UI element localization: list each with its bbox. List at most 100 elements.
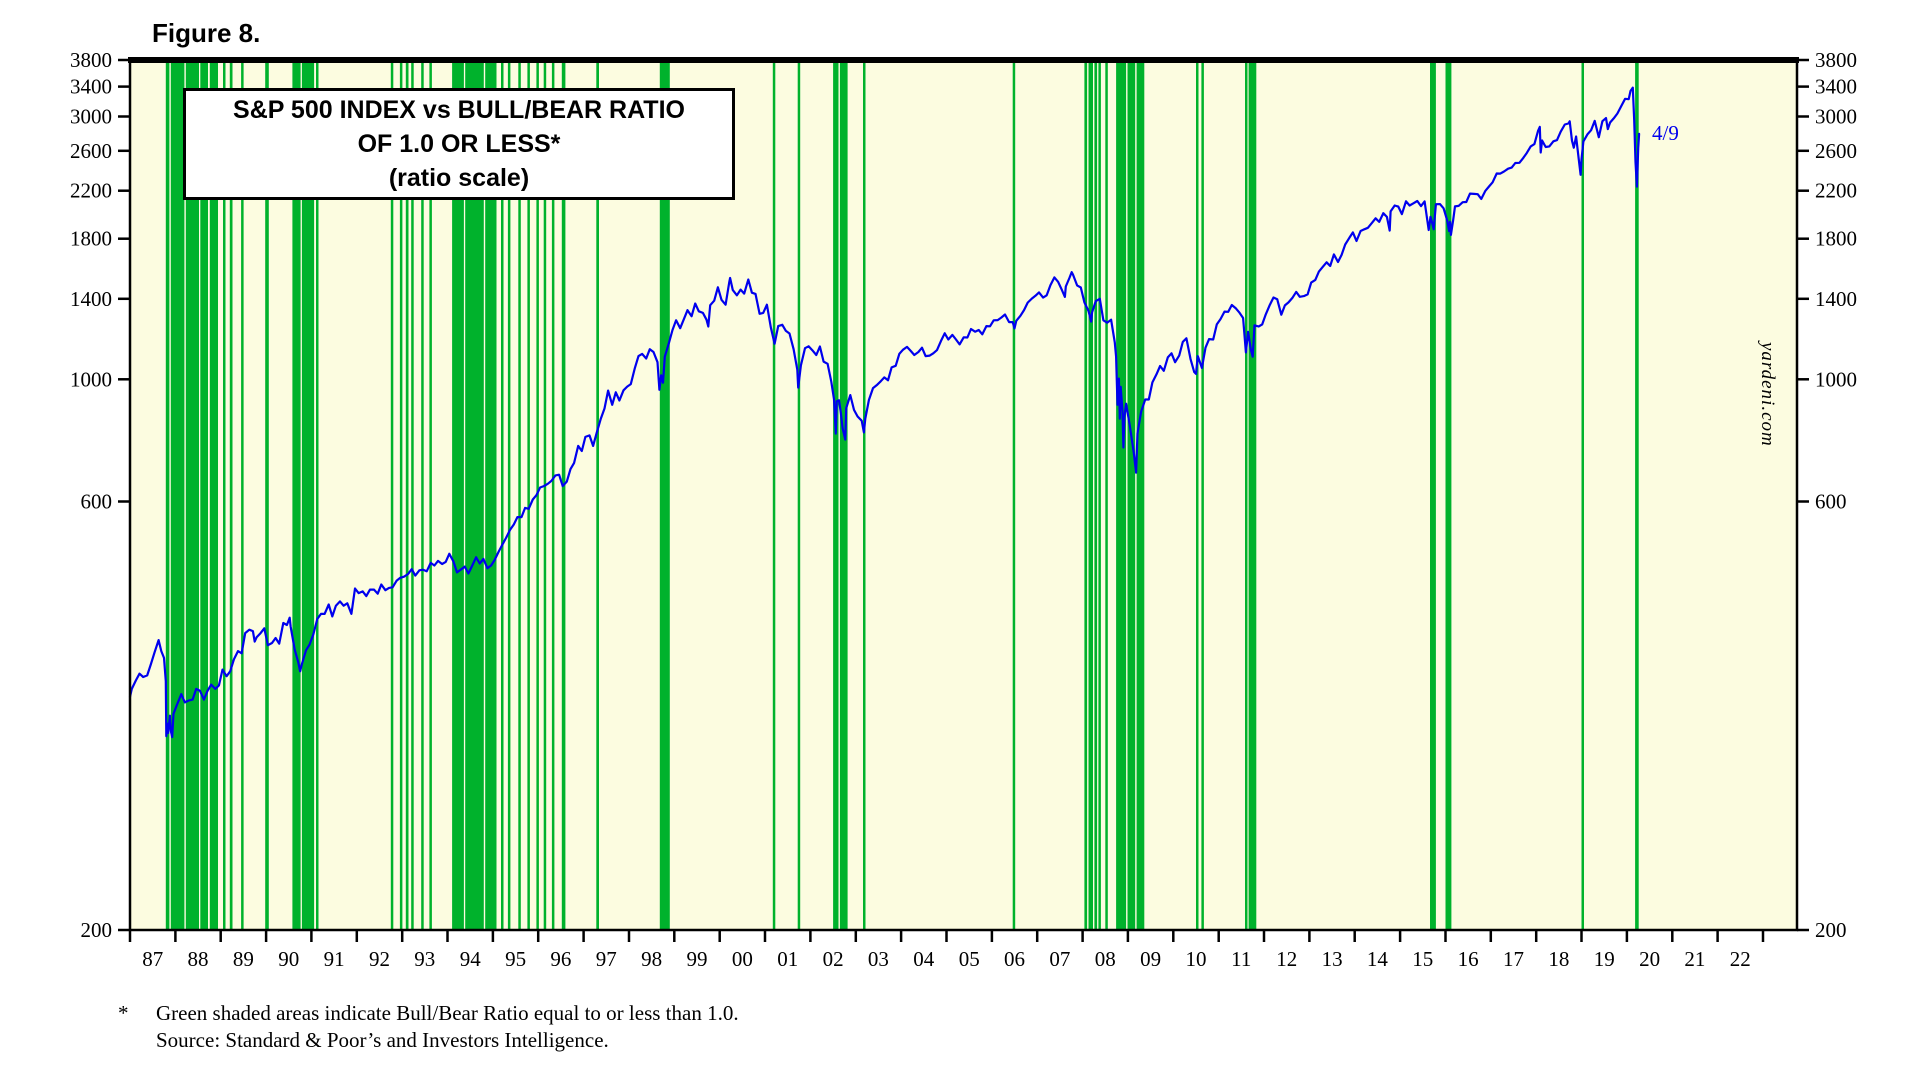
bull-bear-band: [1105, 60, 1108, 930]
x-axis-label: 12: [1276, 947, 1297, 971]
x-axis-label: 04: [913, 947, 935, 971]
y-axis-label-left: 3000: [70, 105, 112, 129]
footnote-line1: Green shaded areas indicate Bull/Bear Ra…: [156, 1001, 739, 1025]
bull-bear-band: [1248, 60, 1257, 930]
bull-bear-band: [596, 60, 599, 930]
bull-bear-band: [1098, 60, 1101, 930]
bull-bear-band: [390, 60, 394, 930]
y-axis-label-left: 3800: [70, 48, 112, 72]
footnote-indent: [118, 1027, 156, 1054]
bull-bear-band: [429, 60, 432, 930]
bull-bear-band: [839, 60, 848, 930]
bull-bear-band: [265, 60, 269, 930]
bull-bear-band: [1196, 60, 1199, 930]
bull-bear-band: [507, 60, 511, 930]
y-axis-label-right: 1400: [1815, 287, 1857, 311]
x-axis-label: 88: [188, 947, 209, 971]
x-axis-label: 22: [1730, 947, 1751, 971]
x-axis-label: 02: [823, 947, 844, 971]
last-date-annotation: 4/9: [1652, 121, 1679, 145]
x-axis-label: 96: [550, 947, 571, 971]
y-axis-label-left: 200: [81, 918, 113, 942]
x-axis-label: 93: [414, 947, 435, 971]
bull-bear-band: [200, 60, 208, 930]
y-axis-label-right: 200: [1815, 918, 1847, 942]
bull-bear-band: [399, 60, 403, 930]
bull-bear-band: [209, 60, 218, 930]
bull-bear-band: [229, 60, 233, 930]
bull-bear-band: [1127, 60, 1136, 930]
x-axis-label: 19: [1594, 947, 1615, 971]
y-axis-label-right: 2200: [1815, 179, 1857, 203]
x-axis-label: 91: [324, 947, 345, 971]
bull-bear-band: [301, 60, 315, 930]
bull-bear-band: [501, 60, 504, 930]
y-axis-label-right: 3000: [1815, 105, 1857, 129]
x-axis-label: 20: [1639, 947, 1660, 971]
bull-bear-band: [1084, 60, 1088, 930]
x-axis-label: 09: [1140, 947, 1161, 971]
bull-bear-band: [421, 60, 424, 930]
bull-bear-band: [1201, 60, 1204, 930]
y-axis-label-right: 600: [1815, 490, 1847, 514]
y-axis-label-right: 1800: [1815, 227, 1857, 251]
x-axis-label: 98: [641, 947, 662, 971]
bull-bear-band: [1430, 60, 1436, 930]
y-axis-label-right: 2600: [1815, 139, 1857, 163]
y-axis-label-right: 3400: [1815, 75, 1857, 99]
bull-bear-band: [292, 60, 301, 930]
bull-bear-band: [833, 60, 839, 930]
bull-bear-band: [452, 60, 464, 930]
x-axis-label: 94: [460, 947, 482, 971]
x-axis-label: 14: [1367, 947, 1389, 971]
x-axis-label: 21: [1684, 947, 1705, 971]
y-axis-label-left: 1400: [70, 287, 112, 311]
x-axis-label: 11: [1231, 947, 1251, 971]
footnote: * Green shaded areas indicate Bull/Bear …: [118, 1000, 739, 1054]
x-axis-label: 90: [278, 947, 299, 971]
x-axis-label: 05: [959, 947, 980, 971]
x-axis-label: 15: [1412, 947, 1433, 971]
y-axis-label-left: 1000: [70, 367, 112, 391]
x-axis-label: 89: [233, 947, 254, 971]
y-axis-label-right: 1000: [1815, 367, 1857, 391]
x-axis-label: 08: [1095, 947, 1116, 971]
x-axis-label: 07: [1049, 947, 1070, 971]
sp500-line: [128, 86, 1641, 739]
bull-bear-band: [316, 60, 319, 930]
chart-title-box: S&P 500 INDEX vs BULL/BEAR RATIO OF 1.0 …: [183, 88, 735, 200]
y-axis-label-left: 2200: [70, 179, 112, 203]
x-axis-label: 13: [1322, 947, 1343, 971]
x-axis-label: 00: [732, 947, 753, 971]
y-axis-label-left: 3400: [70, 75, 112, 99]
bull-bear-band: [1094, 60, 1098, 930]
bull-bear-band: [1012, 60, 1016, 930]
bull-bear-band: [223, 60, 226, 930]
bull-bear-band: [863, 60, 866, 930]
bull-bear-band: [1581, 60, 1584, 930]
bull-bear-band: [772, 60, 776, 930]
footnote-line2: Source: Standard & Poor’s and Investors …: [156, 1028, 609, 1052]
bull-bear-band: [527, 60, 530, 930]
watermark-yardeni: yardeni.com: [1757, 342, 1778, 447]
bull-bear-band: [1245, 60, 1248, 930]
chart-title-line2: OF 1.0 OR LESS*: [357, 130, 561, 158]
bull-bear-band: [411, 60, 414, 930]
bull-bear-band: [405, 60, 409, 930]
x-axis-label: 06: [1004, 947, 1025, 971]
y-axis-label-left: 2600: [70, 139, 112, 163]
y-axis-label-left: 600: [81, 490, 113, 514]
x-axis-label: 03: [868, 947, 889, 971]
x-axis-label: 18: [1548, 947, 1569, 971]
x-axis-label: 17: [1503, 947, 1524, 971]
figure-label: Figure 8.: [152, 18, 261, 48]
chart-title-line3: (ratio scale): [388, 164, 530, 192]
bull-bear-band: [551, 60, 555, 930]
x-axis-label: 10: [1186, 947, 1207, 971]
x-axis-label: 16: [1458, 947, 1479, 971]
x-axis-label: 95: [505, 947, 526, 971]
bull-bear-band: [465, 60, 484, 930]
y-axis-label-left: 1800: [70, 227, 112, 251]
